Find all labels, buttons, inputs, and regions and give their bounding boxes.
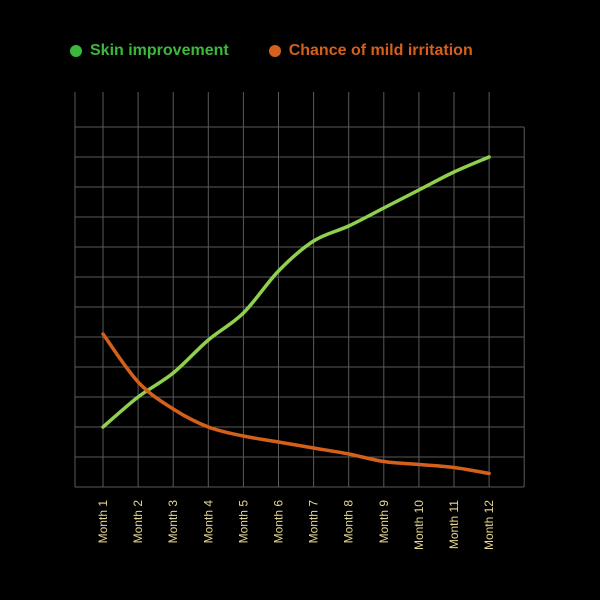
x-tick-label: Month 2 (131, 500, 145, 544)
x-tick-label: Month 12 (482, 500, 496, 550)
x-tick-label: Month 7 (307, 500, 321, 544)
legend-swatch-mild-irritation (268, 45, 281, 57)
x-tick-label: Month 9 (377, 500, 391, 544)
legend-swatch-skin-improvement (70, 45, 82, 57)
x-tick-label: Month 8 (342, 500, 356, 544)
x-tick-label: Month 6 (272, 500, 286, 544)
x-tick-label: Month 5 (236, 500, 250, 544)
series-line-skin-improvement (101, 155, 491, 429)
x-tick-label: Month 11 (447, 500, 461, 549)
legend-label-skin-improvement: Skin improvement (90, 42, 229, 59)
legend-item-skin-improvement: Skin improvement (70, 42, 229, 60)
series-line-mild-irritation (101, 332, 491, 476)
chart-legend: Skin improvement Chance of mild irritati… (70, 42, 473, 60)
x-tick-label: Month 3 (166, 500, 180, 544)
legend-label-mild-irritation: Chance of mild irritation (288, 42, 473, 59)
x-tick-label: Month 1 (96, 500, 110, 544)
legend-item-mild-irritation: Chance of mild irritation (268, 42, 473, 60)
x-tick-label: Month 4 (201, 500, 215, 544)
x-tick-label: Month 10 (412, 500, 426, 550)
